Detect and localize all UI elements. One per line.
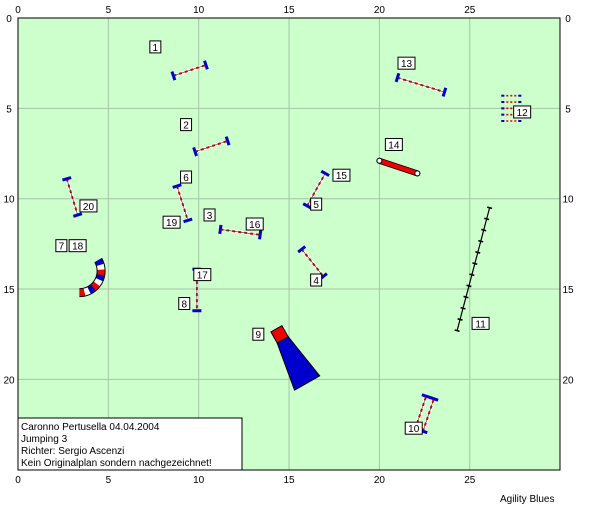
obstacle-number: 16 xyxy=(249,220,261,231)
wall-obstacle xyxy=(376,157,421,177)
obstacle-number: 19 xyxy=(166,218,178,229)
tick-label-top: 20 xyxy=(374,5,386,16)
tick-label-left: 20 xyxy=(3,375,15,386)
obstacles xyxy=(62,60,522,435)
obstacle-label-13: 13 xyxy=(397,56,416,70)
obstacle-label-11: 11 xyxy=(471,316,490,330)
obstacle-number: 20 xyxy=(83,202,95,213)
hurdle xyxy=(170,60,209,81)
info-judge: Richter: Sergio Ascenzi xyxy=(21,446,124,457)
obstacle-label-15: 15 xyxy=(332,168,351,182)
course-info-box: Caronno Pertusella 04.04.2004 Jumping 3 … xyxy=(17,417,243,471)
tick-label-bottom: 10 xyxy=(193,475,205,486)
info-note: Kein Originalplan sondern nachgezeichnet… xyxy=(21,458,212,469)
hurdle xyxy=(62,176,83,218)
tick-label-right: 20 xyxy=(562,375,574,386)
obstacle-number: 12 xyxy=(517,108,529,119)
obstacle-label-10: 10 xyxy=(404,421,423,435)
obstacle-number: 6 xyxy=(183,173,189,184)
obstacle-label-6: 6 xyxy=(180,170,193,184)
obstacle-number: 14 xyxy=(388,140,400,151)
obstacle-label-9: 9 xyxy=(252,327,265,341)
obstacle-label-12: 12 xyxy=(513,105,532,119)
tick-label-top: 15 xyxy=(283,5,295,16)
tick-label-left: 0 xyxy=(6,14,12,25)
hurdle xyxy=(192,136,231,157)
hurdle xyxy=(172,183,193,224)
tick-label-bottom: 20 xyxy=(374,475,386,486)
obstacle-number: 1 xyxy=(153,43,159,54)
tick-label-top: 5 xyxy=(106,5,112,16)
obstacle-label-8: 8 xyxy=(178,297,191,311)
obstacle-number: 18 xyxy=(72,242,84,253)
hurdle xyxy=(394,72,448,97)
tick-label-bottom: 15 xyxy=(283,475,295,486)
obstacle-number: 8 xyxy=(181,300,187,311)
obstacle-label-3: 3 xyxy=(203,208,216,222)
obstacle-number: 5 xyxy=(313,200,319,211)
tick-label-right: 10 xyxy=(562,195,574,206)
obstacle-label-18: 18 xyxy=(68,239,87,253)
hurdle xyxy=(218,224,263,240)
obstacle-label-4: 4 xyxy=(310,273,323,287)
obstacle-label-7: 7 xyxy=(55,239,68,253)
obstacle-label-17: 17 xyxy=(193,268,212,282)
grid-lines xyxy=(18,18,560,470)
info-venue-date: Caronno Pertusella 04.04.2004 xyxy=(21,422,160,433)
credit-text: Agility Blues xyxy=(500,494,554,505)
tick-label-top: 10 xyxy=(193,5,205,16)
tick-label-left: 15 xyxy=(3,285,15,296)
tick-label-right: 15 xyxy=(562,285,574,296)
obstacle-number: 2 xyxy=(183,121,189,132)
obstacle-label-5: 5 xyxy=(310,197,323,211)
tick-label-right: 0 xyxy=(565,14,571,25)
chute-tunnel xyxy=(270,325,321,391)
obstacle-label-19: 19 xyxy=(162,215,181,229)
obstacle-number: 15 xyxy=(336,171,348,182)
tick-label-right: 5 xyxy=(565,104,571,115)
obstacle-number: 17 xyxy=(197,271,209,282)
obstacle-number: 10 xyxy=(408,424,420,435)
tick-label-left: 5 xyxy=(6,104,12,115)
tick-label-bottom: 25 xyxy=(464,475,476,486)
obstacle-label-14: 14 xyxy=(384,137,403,151)
obstacle-label-16: 16 xyxy=(245,217,264,231)
tick-label-top: 25 xyxy=(464,5,476,16)
obstacle-number: 3 xyxy=(207,211,213,222)
tick-label-top: 0 xyxy=(15,5,21,16)
tick-label-bottom: 0 xyxy=(15,475,21,486)
tick-label-left: 10 xyxy=(3,195,15,206)
obstacle-number: 9 xyxy=(256,330,262,341)
course-border xyxy=(17,17,561,471)
obstacle-number: 13 xyxy=(401,59,413,70)
obstacle-number: 7 xyxy=(59,242,65,253)
obstacle-label-20: 20 xyxy=(79,199,98,213)
tick-label-bottom: 5 xyxy=(106,475,112,486)
obstacle-label-1: 1 xyxy=(149,40,162,54)
obstacle-number: 11 xyxy=(475,319,486,330)
tunnel xyxy=(79,257,106,298)
double-jump-front xyxy=(418,395,439,435)
obstacle-label-2: 2 xyxy=(180,118,193,132)
hurdle xyxy=(302,169,330,210)
weave-poles xyxy=(454,206,493,333)
obstacle-number: 4 xyxy=(313,276,319,287)
info-class: Jumping 3 xyxy=(21,434,68,445)
